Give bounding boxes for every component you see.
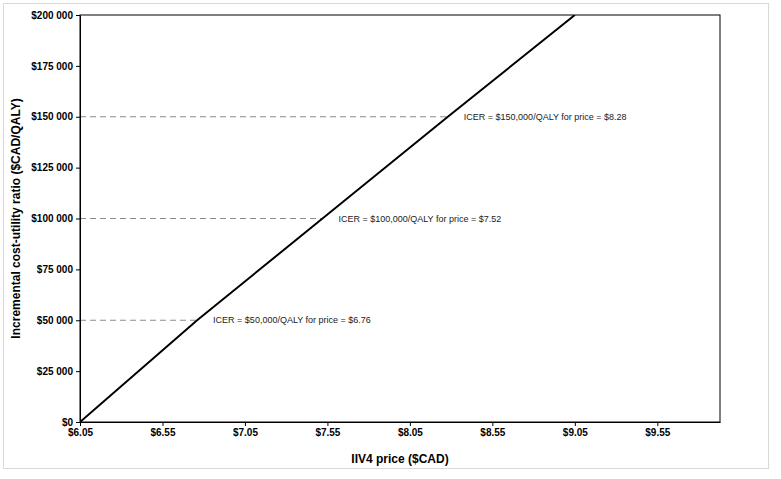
x-axis: $6.05 $6.55 $7.05 $7.55 $8.05 $8.55 $9.05 $9.55	[68, 422, 721, 438]
y-axis-line	[80, 16, 81, 423]
x-axis-line	[81, 422, 721, 423]
y-tick: $50 000	[37, 315, 80, 326]
y-tick-mark	[76, 371, 80, 372]
y-tick-label: $75 000	[37, 264, 74, 275]
y-tick-mark	[76, 15, 80, 16]
y-axis-title: Incremental cost-utility ratio ($CAD/QAL…	[9, 98, 23, 338]
y-tick-label: $25 000	[37, 366, 74, 377]
y-tick: $125 000	[31, 162, 80, 173]
reference-line	[80, 320, 197, 321]
reference-line	[80, 116, 448, 117]
x-tick-label: $8.55	[480, 427, 505, 438]
y-tick-mark	[76, 320, 80, 321]
y-tick-mark	[76, 168, 80, 169]
y-tick-mark	[76, 66, 80, 67]
y-tick: $25 000	[37, 366, 80, 377]
y-tick: $175 000	[31, 61, 80, 72]
y-tick-label: $175 000	[31, 61, 73, 72]
x-tick-mark	[492, 422, 493, 426]
x-tick: $8.05	[398, 422, 423, 438]
y-tick: $100 000	[31, 213, 80, 224]
x-axis-title: IIV4 price ($CAD)	[351, 452, 448, 466]
x-tick-mark	[245, 422, 246, 426]
chart-border	[4, 4, 769, 469]
x-tick-label: $9.05	[563, 427, 588, 438]
y-tick-mark	[76, 422, 80, 423]
y-tick-mark	[76, 117, 80, 118]
y-tick-label: $125 000	[31, 162, 73, 173]
x-tick: $6.55	[150, 422, 175, 438]
x-tick: $8.55	[480, 422, 505, 438]
y-tick-label: $150 000	[31, 111, 73, 122]
x-tick-mark	[80, 422, 81, 426]
y-tick: $75 000	[37, 264, 80, 275]
y-tick: $200 000	[31, 10, 80, 21]
x-tick-mark	[327, 422, 328, 426]
y-tick-label: $50 000	[37, 315, 74, 326]
x-tick: $6.05	[68, 422, 93, 438]
reference-line	[80, 218, 322, 219]
chart: $0 $25 000 $50 000 $75 000 $100 000 $125 000 $…	[0, 0, 781, 479]
x-tick-label: $7.55	[315, 427, 340, 438]
x-tick: $9.05	[563, 422, 588, 438]
x-tick: $7.05	[233, 422, 258, 438]
x-tick-label: $6.05	[68, 427, 93, 438]
y-tick-label: $100 000	[31, 213, 73, 224]
plot: $0 $25 000 $50 000 $75 000 $100 000 $125 000 $…	[31, 10, 720, 438]
x-tick-mark	[410, 422, 411, 426]
x-tick: $7.55	[315, 422, 340, 438]
plot-frame	[80, 15, 720, 422]
x-tick-label: $7.05	[233, 427, 258, 438]
line	[80, 15, 575, 422]
x-tick-mark	[657, 422, 658, 426]
x-tick-label: $9.55	[645, 427, 670, 438]
y-tick: $0	[62, 417, 80, 428]
x-tick-mark	[575, 422, 576, 426]
annotation: ICER = $50,000/QALY for price = $6.76	[213, 315, 371, 325]
x-tick-mark	[162, 422, 163, 426]
annotation: ICER = $100,000/QALY for price = $7.52	[338, 214, 501, 224]
annotation: ICER = $150,000/QALY for price = $8.28	[464, 112, 627, 122]
y-axis: $0 $25 000 $50 000 $75 000 $100 000 $125 000 $…	[31, 10, 80, 428]
x-tick-label: $8.05	[398, 427, 423, 438]
x-tick: $9.55	[645, 422, 670, 438]
y-tick: $150 000	[31, 111, 80, 122]
y-tick-mark	[76, 219, 80, 220]
x-tick-label: $6.55	[150, 427, 175, 438]
marks	[80, 15, 575, 422]
y-tick-mark	[76, 269, 80, 270]
y-tick-label: $0	[62, 417, 74, 428]
y-tick-label: $200 000	[31, 10, 73, 21]
